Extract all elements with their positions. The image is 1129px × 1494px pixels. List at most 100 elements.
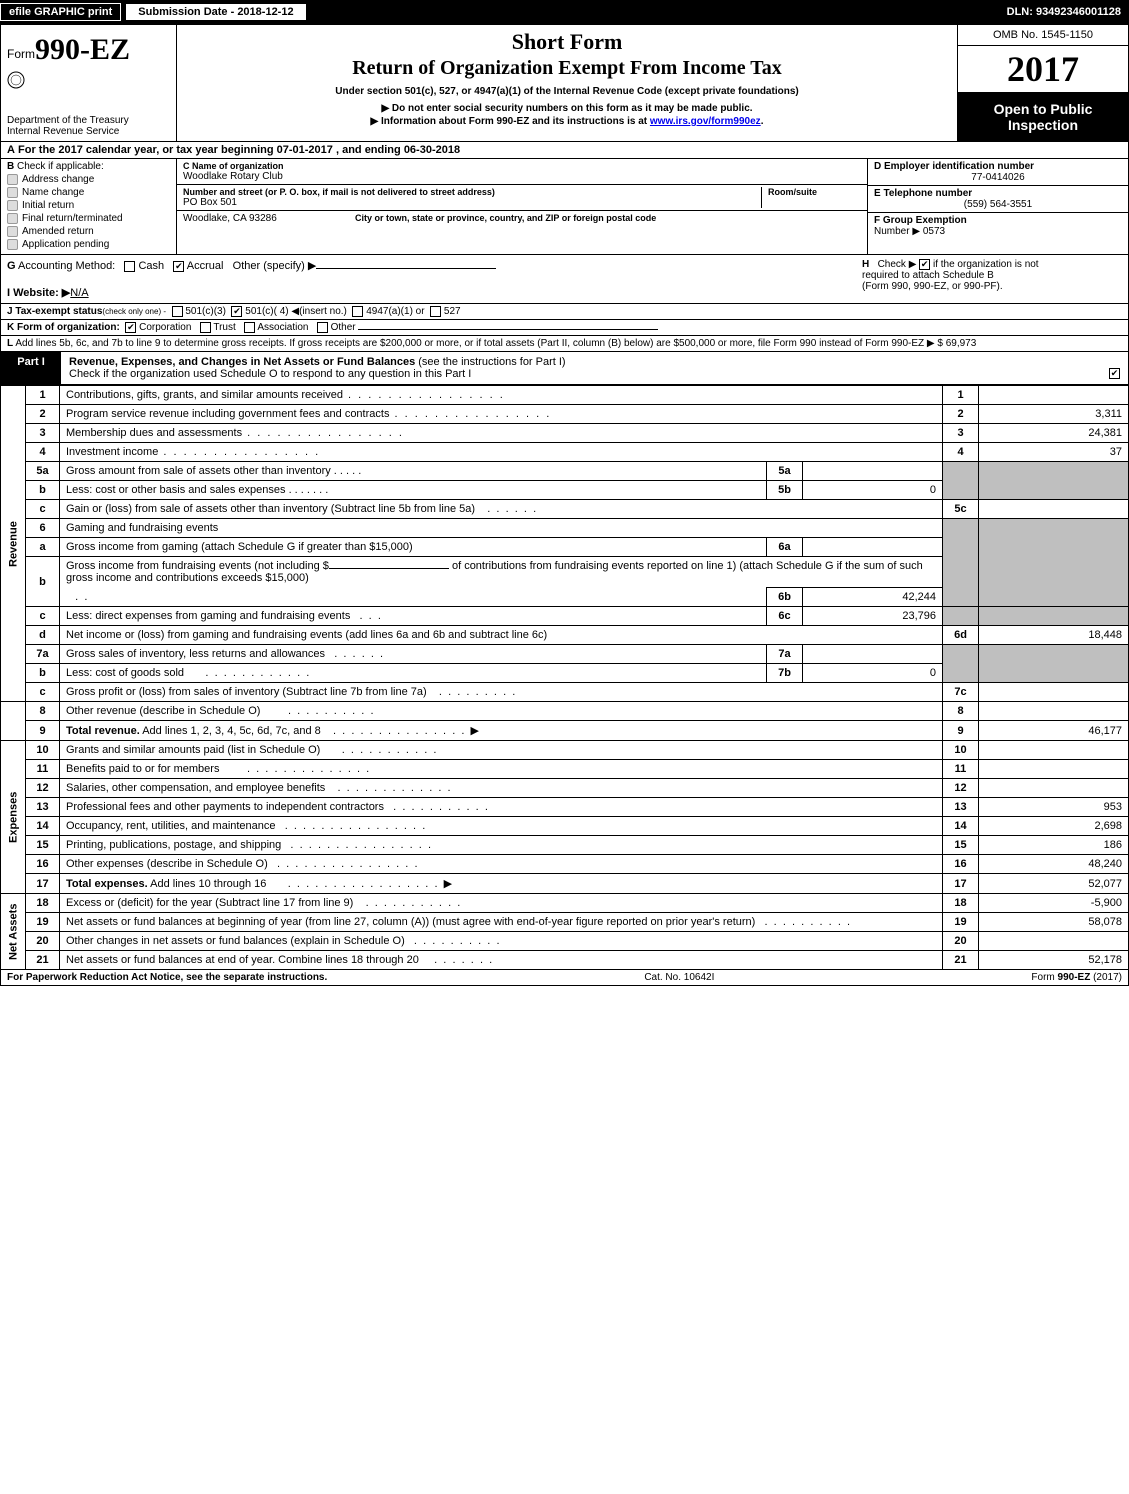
line-desc: Less: cost of goods sold . . . . . . . .… (60, 664, 767, 683)
room-label: Room/suite (768, 187, 861, 197)
org-city-row: Woodlake, CA 93286 City or town, state o… (177, 211, 867, 226)
shaded-cell (943, 462, 979, 500)
table-row: c Gross profit or (loss) from sales of i… (1, 683, 1129, 702)
open-public-line-1: Open to Public (962, 101, 1124, 117)
right-val (979, 500, 1129, 519)
form-number-label: Form990-EZ (1, 25, 176, 69)
website-value: N/A (70, 287, 88, 299)
org-name-value: Woodlake Rotary Club (183, 171, 861, 182)
radio-527[interactable] (430, 306, 441, 317)
right-val: 52,178 (979, 951, 1129, 970)
table-row: 5a Gross amount from sale of assets othe… (1, 462, 1129, 481)
table-row: Net Assets 18 Excess or (deficit) for th… (1, 894, 1129, 913)
line-desc: Less: direct expenses from gaming and fu… (60, 607, 767, 626)
right-val: 48,240 (979, 855, 1129, 874)
expenses-side-label: Expenses (1, 741, 26, 894)
opt-association: Association (257, 322, 308, 333)
table-row: Revenue 1 Contributions, gifts, grants, … (1, 386, 1129, 405)
right-num: 1 (943, 386, 979, 405)
right-val: 186 (979, 836, 1129, 855)
line-num: b (26, 481, 60, 500)
line-desc: Other revenue (describe in Schedule O) .… (60, 702, 943, 721)
radio-501c[interactable] (231, 306, 242, 317)
instructions-link[interactable]: www.irs.gov/form990ez (650, 116, 761, 127)
fundraising-amount-input[interactable] (329, 568, 449, 569)
line-num: 17 (26, 874, 60, 894)
org-street-row: Number and street (or P. O. box, if mail… (177, 185, 867, 211)
checkbox-label: Initial return (22, 200, 74, 211)
shaded-cell (979, 645, 1129, 683)
group-exemption-row: F Group Exemption Number ▶ 0573 (868, 213, 1128, 239)
under-section-text: Under section 501(c), 527, or 4947(a)(1)… (185, 86, 949, 97)
sub-val (803, 462, 943, 481)
line-desc: Gross sales of inventory, less returns a… (60, 645, 767, 664)
line-desc: Benefits paid to or for members . . . . … (60, 760, 943, 779)
part-1-subtitle: (see the instructions for Part I) (418, 356, 565, 368)
line-desc: Total expenses. Add lines 10 through 16 … (60, 874, 943, 894)
line-num: b (26, 664, 60, 683)
right-num: 17 (943, 874, 979, 894)
line-num: 15 (26, 836, 60, 855)
other-org-input[interactable] (358, 329, 658, 330)
right-val (979, 779, 1129, 798)
column-b-checkboxes: B Check if applicable: Address change Na… (1, 159, 177, 254)
e-value: (559) 564-3551 (874, 199, 1122, 210)
sub-val: 23,796 (803, 607, 943, 626)
checkbox-application-pending[interactable]: Application pending (7, 239, 170, 250)
checkbox-icon (7, 213, 18, 224)
checkbox-name-change[interactable]: Name change (7, 187, 170, 198)
line-num: a (26, 538, 60, 557)
line-num: 4 (26, 443, 60, 462)
efile-label: efile GRAPHIC print (0, 3, 121, 21)
line-desc: Gaming and fundraising events (60, 519, 943, 538)
table-row: 13 Professional fees and other payments … (1, 798, 1129, 817)
other-specify-input[interactable] (316, 268, 496, 269)
right-num: 15 (943, 836, 979, 855)
radio-corporation[interactable] (125, 322, 136, 333)
return-title: Return of Organization Exempt From Incom… (185, 57, 949, 80)
radio-other-org[interactable] (317, 322, 328, 333)
radio-accrual[interactable] (173, 261, 184, 272)
checkbox-final-return[interactable]: Final return/terminated (7, 213, 170, 224)
row-a-end-date: 06-30-2018 (404, 144, 460, 156)
street-value: PO Box 501 (183, 197, 761, 208)
part-1-title: Revenue, Expenses, and Changes in Net As… (69, 356, 415, 368)
right-num: 9 (943, 721, 979, 741)
right-val (979, 760, 1129, 779)
sub-num: 7b (767, 664, 803, 683)
radio-trust[interactable] (200, 322, 211, 333)
right-val (979, 386, 1129, 405)
opt-other-org: Other (331, 322, 356, 333)
checkbox-schedule-b[interactable] (919, 259, 930, 270)
sub-val (803, 538, 943, 557)
checkbox-address-change[interactable]: Address change (7, 174, 170, 185)
short-form-title: Short Form (185, 29, 949, 55)
checkbox-amended-return[interactable]: Amended return (7, 226, 170, 237)
form-header-block: Form990-EZ Department of the Treasury In… (0, 24, 1129, 142)
row-l-gross-receipts: L Add lines 5b, 6c, and 7b to line 9 to … (0, 336, 1129, 352)
radio-4947[interactable] (352, 306, 363, 317)
right-val: 58,078 (979, 913, 1129, 932)
checkbox-initial-return[interactable]: Initial return (7, 200, 170, 211)
right-val (979, 741, 1129, 760)
k-label: K Form of organization: (7, 322, 120, 333)
right-val: 953 (979, 798, 1129, 817)
radio-501c3[interactable] (172, 306, 183, 317)
radio-association[interactable] (244, 322, 255, 333)
sub-val (803, 645, 943, 664)
radio-cash[interactable] (124, 261, 135, 272)
l-text: Add lines 5b, 6c, and 7b to line 9 to de… (15, 338, 924, 349)
right-val: 2,698 (979, 817, 1129, 836)
cash-label: Cash (138, 260, 164, 272)
shaded-cell (943, 607, 979, 626)
table-row: 15 Printing, publications, postage, and … (1, 836, 1129, 855)
open-to-public-badge: Open to Public Inspection (958, 93, 1128, 141)
shaded-cell (979, 607, 1129, 626)
h-text2: if the organization is not (933, 259, 1039, 270)
sub-num: 5b (767, 481, 803, 500)
part-1-title-block: Revenue, Expenses, and Changes in Net As… (61, 352, 1128, 384)
checkbox-schedule-o[interactable] (1109, 368, 1120, 379)
table-row: c Gain or (loss) from sale of assets oth… (1, 500, 1129, 519)
line-desc: Gain or (loss) from sale of assets other… (60, 500, 943, 519)
dept-line-2: Internal Revenue Service (7, 126, 170, 137)
